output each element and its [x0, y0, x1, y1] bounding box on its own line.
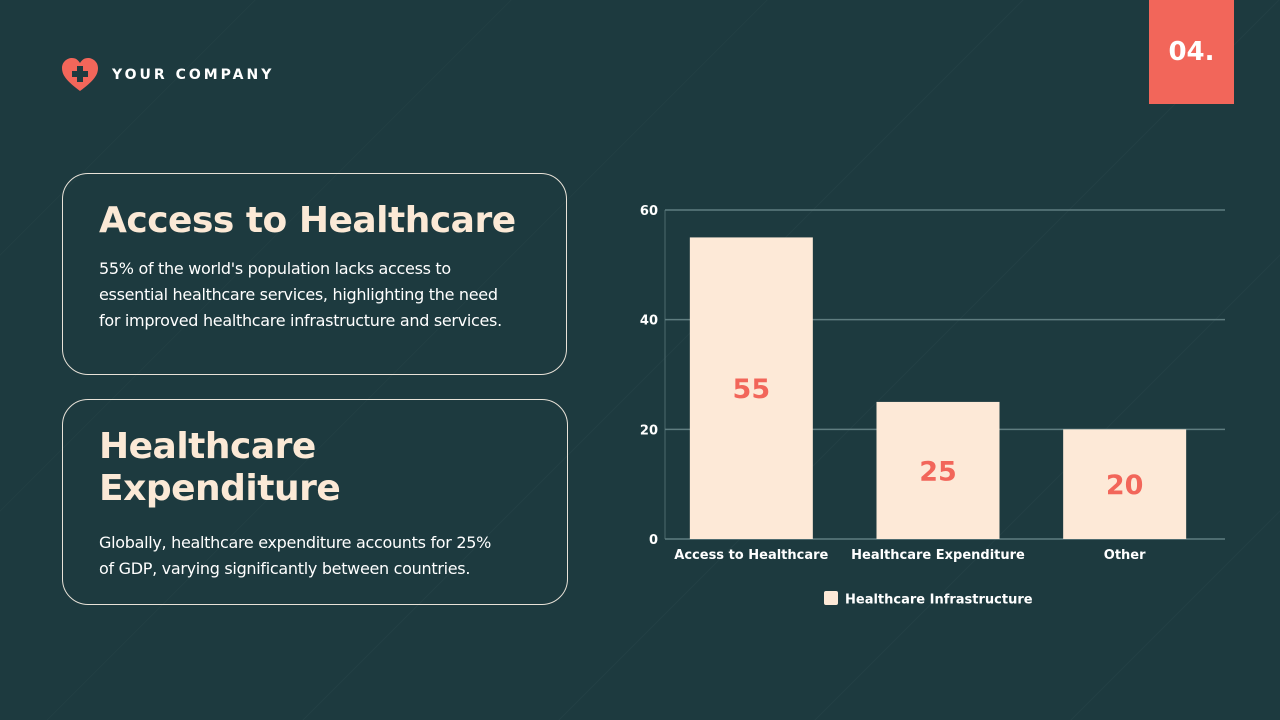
company-name: YOUR COMPANY [112, 67, 275, 83]
y-tick-label: 0 [649, 533, 658, 548]
slide-number: 04. [1149, 0, 1234, 104]
y-tick-label: 20 [640, 423, 658, 438]
card-body: 55% of the world's population lacks acce… [99, 259, 502, 330]
bar [1063, 429, 1187, 539]
data-label: 25 [919, 456, 957, 487]
card-title: Access to Healthcare [99, 200, 516, 241]
x-tick-label: Healthcare Expenditure [851, 548, 1025, 563]
card-title: Healthcare Expenditure [99, 426, 341, 509]
x-tick-label: Access to Healthcare [674, 548, 828, 563]
data-label: 55 [733, 374, 771, 405]
company-logo: YOUR COMPANY [62, 58, 274, 92]
x-tick-label: Other [1104, 548, 1146, 563]
legend-swatch [824, 591, 838, 605]
bar [689, 237, 813, 539]
legend-label: Healthcare Infrastructure [845, 593, 1033, 608]
info-card-access: Access to Healthcare 55% of the world's … [62, 173, 567, 375]
y-tick-label: 60 [640, 204, 658, 219]
bar-chart: 0 20 40 60 55 Access to Healthcare 25 Healthcar… [640, 204, 1225, 608]
info-card-expenditure: Healthcare Expenditure Globally, healthc… [62, 399, 568, 605]
bar [876, 401, 1000, 539]
data-label: 20 [1106, 470, 1144, 501]
card-body: Globally, healthcare expenditure account… [99, 533, 491, 578]
y-tick-label: 40 [640, 314, 658, 329]
heart-plus-icon [62, 58, 98, 91]
